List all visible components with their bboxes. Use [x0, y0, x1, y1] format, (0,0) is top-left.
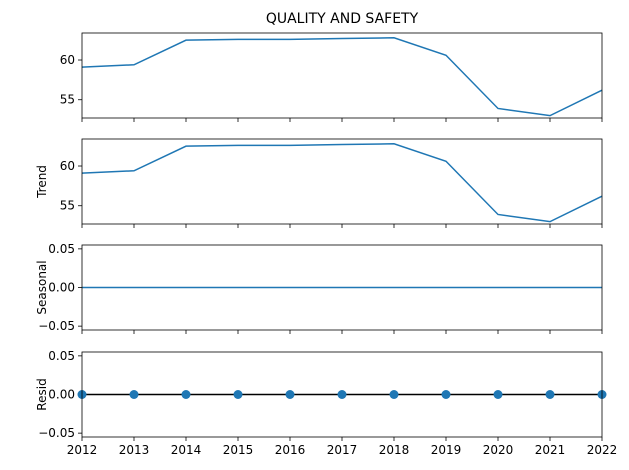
x-tick-label: 2020 [483, 443, 514, 457]
y-tick-label: −0.05 [38, 319, 75, 333]
y-axis-label: Seasonal [35, 260, 49, 314]
y-tick-label: −0.05 [38, 426, 75, 440]
y-tick-label: 0.00 [48, 281, 75, 295]
y-tick-label: 0.05 [48, 349, 75, 363]
x-tick-label: 2012 [67, 443, 98, 457]
series-line [81, 143, 603, 223]
axes-frame [81, 138, 603, 225]
y-tick-label: 0.05 [48, 242, 75, 256]
x-tick-label: 2014 [171, 443, 202, 457]
x-tick-label: 2022 [587, 443, 618, 457]
resid-point [285, 390, 295, 399]
x-tick-label: 2021 [535, 443, 566, 457]
axes-frame [81, 244, 603, 331]
resid-point [441, 390, 451, 399]
y-tick-label: 55 [60, 199, 75, 213]
series-line [81, 37, 603, 117]
y-axis-label: Resid [35, 378, 49, 410]
y-tick-label: 55 [60, 93, 75, 107]
chart-title: QUALITY AND SAFETY [266, 11, 419, 27]
axes-frame [81, 32, 603, 119]
panel-observed: 55 60 [60, 32, 603, 122]
resid-point [233, 390, 243, 399]
resid-point [337, 390, 347, 399]
y-tick-label: 60 [60, 159, 75, 173]
resid-point [181, 390, 191, 399]
panel-trend: 55 60 Trend [35, 138, 603, 228]
y-tick-label: 0.00 [48, 388, 75, 402]
axes-frame [81, 351, 603, 438]
x-tick-label: 2016 [275, 443, 306, 457]
y-axis-label: Trend [35, 165, 49, 199]
resid-point [545, 390, 555, 399]
y-tick-label: 60 [60, 53, 75, 67]
resid-point [389, 390, 399, 399]
x-tick-label: 2013 [119, 443, 150, 457]
x-tick-label: 2018 [379, 443, 410, 457]
x-tick-label: 2019 [431, 443, 462, 457]
panel-resid: −0.05 0.00 0.05 2012 2013 2014 2015 2016 2017 201… [35, 349, 617, 457]
panel-seasonal: −0.05 0.00 0.05 Seasonal [35, 242, 603, 334]
resid-point [129, 390, 139, 399]
resid-point [493, 390, 503, 399]
x-tick-label: 2015 [223, 443, 254, 457]
x-tick-label: 2017 [327, 443, 358, 457]
